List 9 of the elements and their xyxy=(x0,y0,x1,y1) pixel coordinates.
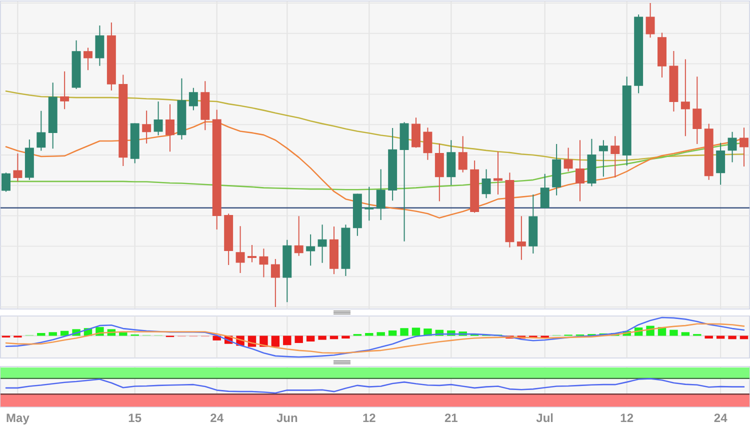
x-tick-label: 12 xyxy=(362,411,376,425)
x-tick-label: 24 xyxy=(210,411,224,425)
x-tick-label: 12 xyxy=(620,411,634,425)
x-tick-label: May xyxy=(6,411,30,425)
x-tick-label: 15 xyxy=(128,411,142,425)
x-tick-label: 24 xyxy=(714,411,728,425)
x-tick-label: 21 xyxy=(444,411,458,425)
x-tick-label: Jun xyxy=(276,411,298,425)
x-tick-label: Jul xyxy=(536,411,554,425)
